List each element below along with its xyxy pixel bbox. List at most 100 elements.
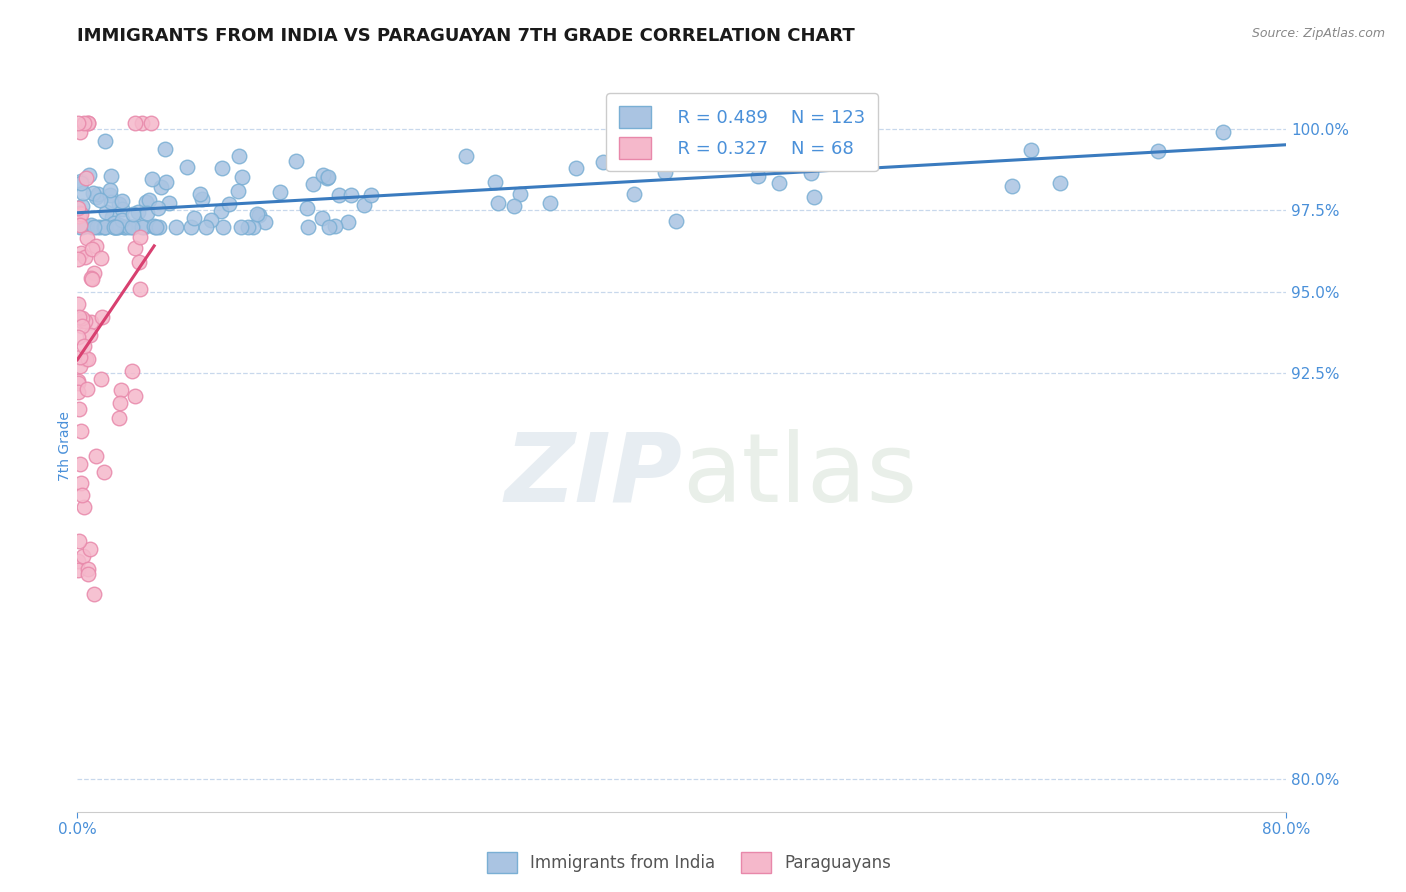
Point — [69, 219, 91, 234]
Point — [70, 424, 93, 438]
Point — [83, 587, 105, 601]
Point — [84, 449, 107, 463]
Text: atlas: atlas — [682, 429, 917, 522]
Point — [143, 219, 166, 234]
Point — [328, 187, 350, 202]
Legend:   R = 0.489    N = 123,   R = 0.327    N = 68: R = 0.489 N = 123, R = 0.327 N = 68 — [606, 93, 877, 171]
Point — [76, 382, 98, 396]
Point — [70, 245, 93, 260]
Point — [128, 229, 150, 244]
Point — [454, 149, 477, 163]
Point — [72, 549, 94, 563]
Point — [67, 374, 90, 388]
Point — [100, 169, 122, 184]
Point — [141, 171, 163, 186]
Point — [121, 219, 143, 234]
Text: ZIP: ZIP — [503, 429, 682, 522]
Point — [94, 219, 117, 234]
Point — [73, 314, 96, 328]
Point — [69, 206, 91, 220]
Point — [107, 219, 129, 234]
Point — [89, 219, 111, 234]
Point — [747, 169, 769, 183]
Point — [509, 186, 531, 201]
Point — [100, 195, 122, 210]
Point — [297, 219, 319, 234]
Point — [73, 339, 96, 353]
Point — [90, 372, 112, 386]
Point — [75, 171, 97, 186]
Point — [318, 170, 340, 185]
Point — [311, 168, 333, 182]
Point — [67, 330, 90, 344]
Point — [70, 311, 93, 326]
Point — [70, 488, 93, 502]
Point — [87, 187, 110, 202]
Point — [484, 175, 506, 189]
Point — [75, 352, 97, 367]
Point — [135, 194, 157, 209]
Point — [353, 198, 375, 212]
Point — [73, 115, 96, 129]
Point — [67, 252, 90, 266]
Point — [104, 219, 127, 234]
Point — [76, 231, 98, 245]
Point — [311, 211, 333, 225]
Point — [297, 201, 319, 215]
Point — [191, 192, 214, 206]
Point — [110, 384, 132, 398]
Point — [80, 219, 103, 234]
Point — [1212, 125, 1234, 139]
Point — [70, 219, 93, 234]
Point — [72, 186, 94, 200]
Point — [269, 185, 291, 199]
Point — [70, 199, 93, 213]
Point — [155, 175, 177, 189]
Point — [226, 184, 249, 198]
Point — [70, 475, 93, 490]
Point — [619, 134, 641, 148]
Point — [67, 534, 90, 549]
Point — [800, 166, 823, 180]
Point — [80, 218, 103, 232]
Point — [124, 241, 146, 255]
Point — [131, 219, 153, 234]
Point — [80, 315, 103, 329]
Point — [128, 282, 150, 296]
Point — [103, 219, 125, 234]
Point — [661, 151, 683, 165]
Point — [70, 314, 93, 328]
Text: Source: ZipAtlas.com: Source: ZipAtlas.com — [1251, 27, 1385, 40]
Point — [128, 255, 150, 269]
Point — [200, 212, 222, 227]
Point — [195, 219, 218, 234]
Point — [360, 188, 382, 202]
Point — [111, 212, 134, 227]
Point — [73, 500, 96, 515]
Point — [89, 193, 111, 207]
Point — [70, 174, 93, 188]
Point — [108, 218, 131, 232]
Point — [82, 242, 104, 256]
Point — [111, 194, 134, 208]
Point — [69, 219, 91, 233]
Point — [148, 219, 170, 234]
Point — [93, 219, 115, 234]
Point — [114, 219, 136, 234]
Point — [325, 219, 347, 233]
Point — [744, 132, 766, 146]
Point — [83, 219, 105, 234]
Point — [67, 402, 90, 417]
Point — [77, 562, 100, 576]
Point — [67, 115, 90, 129]
Point — [79, 327, 101, 342]
Point — [111, 202, 134, 216]
Point — [316, 171, 339, 186]
Point — [145, 219, 167, 234]
Point — [592, 154, 614, 169]
Point — [183, 211, 205, 225]
Point — [67, 201, 90, 215]
Text: IMMIGRANTS FROM INDIA VS PARAGUAYAN 7TH GRADE CORRELATION CHART: IMMIGRANTS FROM INDIA VS PARAGUAYAN 7TH … — [77, 27, 855, 45]
Point — [336, 215, 359, 229]
Point — [83, 266, 105, 280]
